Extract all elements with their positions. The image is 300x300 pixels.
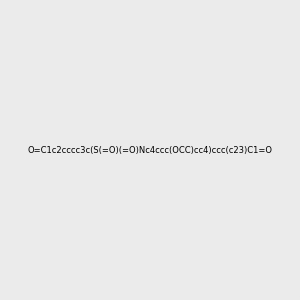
Text: O=C1c2cccc3c(S(=O)(=O)Nc4ccc(OCC)cc4)ccc(c23)C1=O: O=C1c2cccc3c(S(=O)(=O)Nc4ccc(OCC)cc4)ccc… (28, 146, 272, 154)
